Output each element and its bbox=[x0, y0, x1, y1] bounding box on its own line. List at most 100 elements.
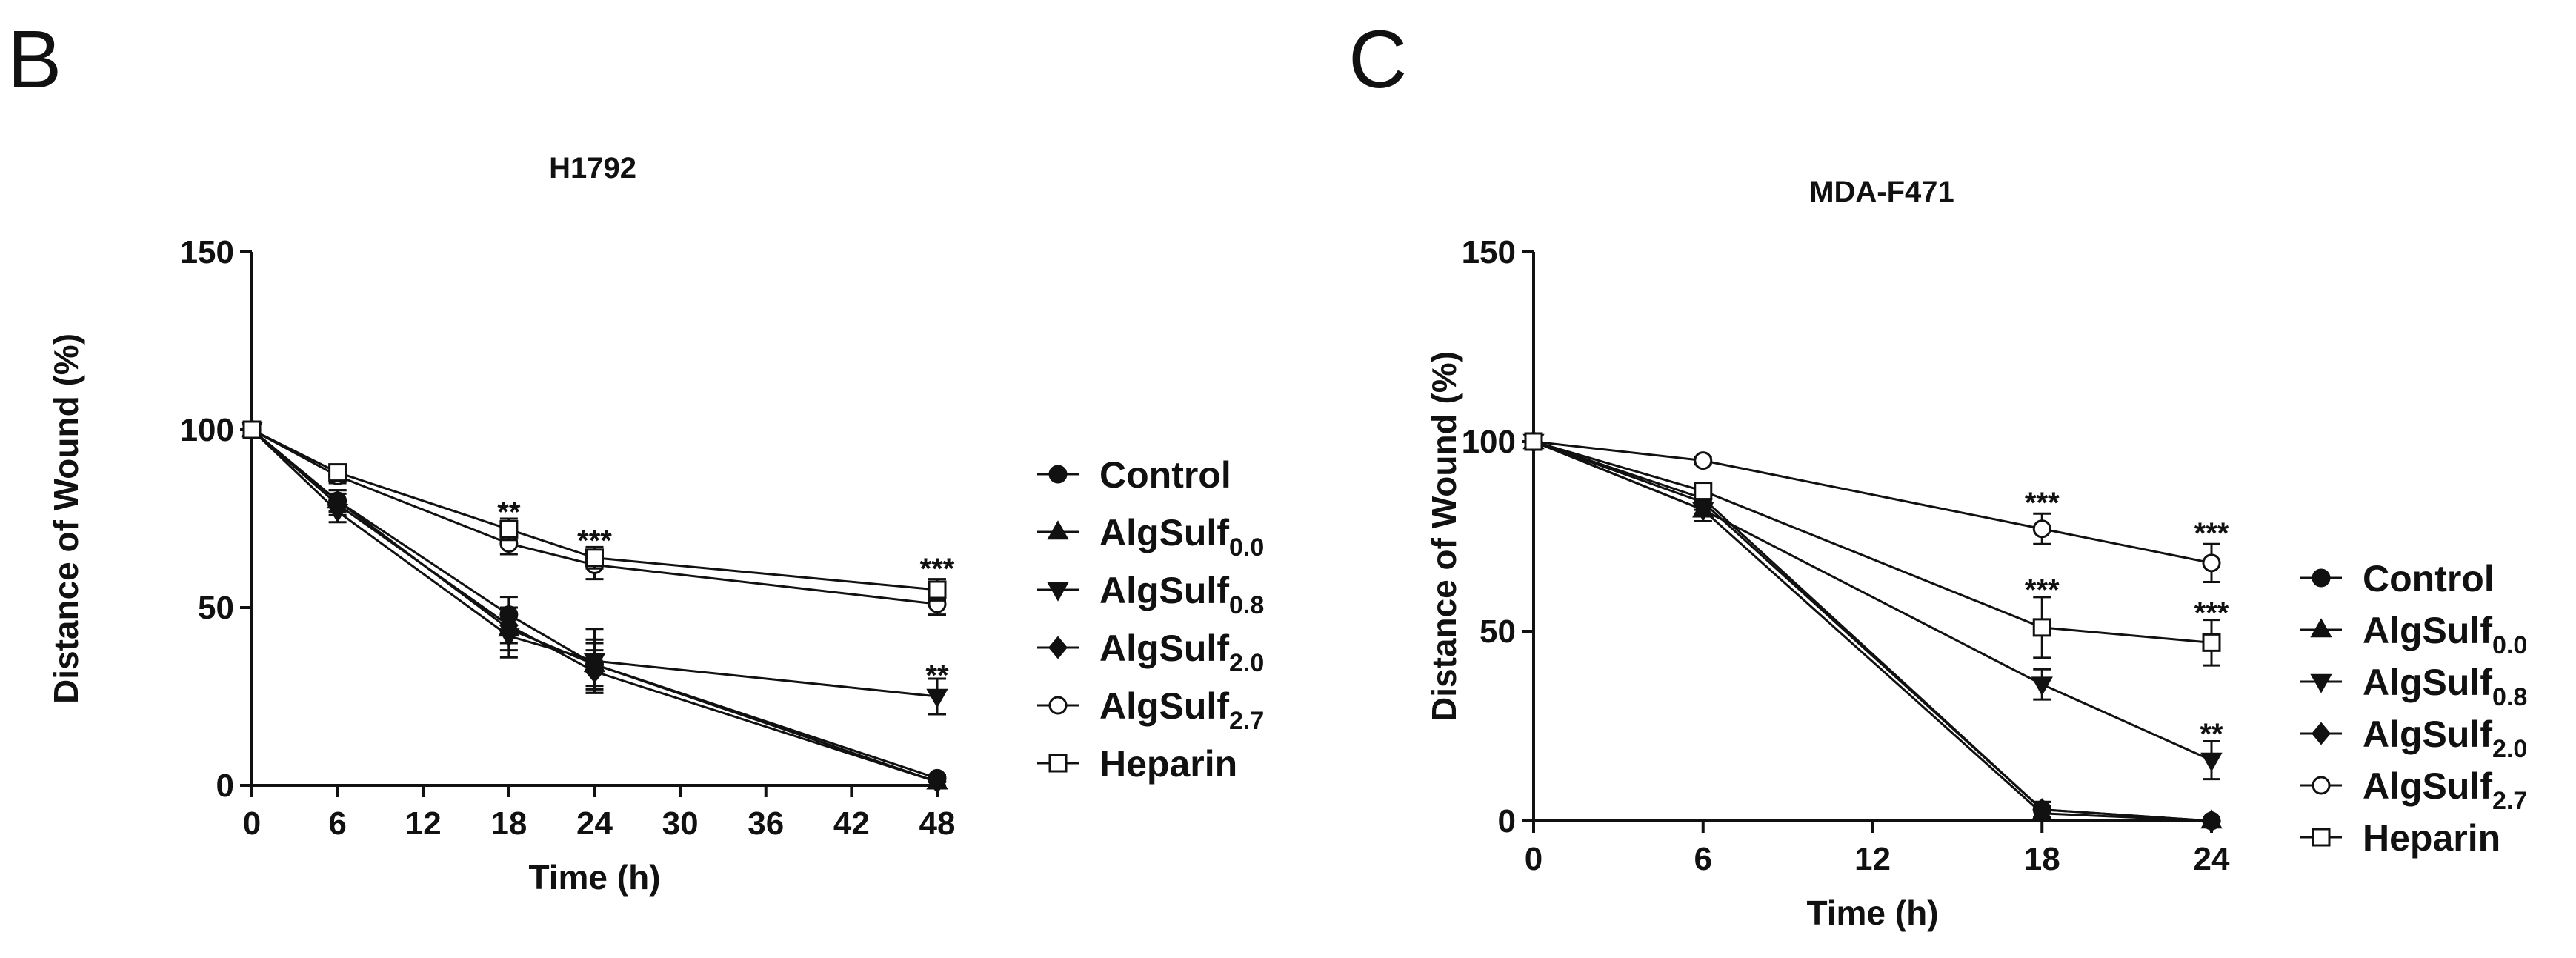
series-line bbox=[1533, 440, 2212, 822]
x-tick-label: 12 bbox=[1854, 841, 1891, 877]
legend-marker bbox=[1047, 520, 1069, 540]
series-line bbox=[1533, 440, 2212, 822]
legend-label-subscript: 2.7 bbox=[1229, 707, 1264, 735]
legend-label: AlgSulf2.7 bbox=[1099, 685, 1264, 735]
y-tick-label: 100 bbox=[180, 412, 234, 448]
legend-label: AlgSulf0.8 bbox=[1099, 570, 1264, 619]
data-point bbox=[2202, 553, 2221, 573]
series-algsulf2-7 bbox=[242, 420, 947, 616]
legend-label-base: AlgSulf bbox=[2363, 713, 2492, 755]
series-line bbox=[1533, 440, 2212, 822]
legend-marker bbox=[1048, 636, 1068, 659]
panel-label-b: B bbox=[7, 14, 61, 105]
series-line bbox=[1533, 440, 2212, 644]
legend-marker bbox=[2312, 568, 2331, 588]
data-point bbox=[2031, 676, 2053, 696]
data-point bbox=[585, 548, 604, 568]
legend-label-base: AlgSulf bbox=[1099, 570, 1229, 611]
legend-marker bbox=[2312, 828, 2331, 847]
legend-label-subscript: 0.8 bbox=[1229, 591, 1264, 619]
legend-label-base: AlgSulf bbox=[2363, 765, 2492, 807]
data-point bbox=[928, 770, 947, 794]
x-tick-label: 12 bbox=[405, 805, 442, 842]
series-control bbox=[1524, 432, 2221, 831]
legend-item-algsulf2-0: AlgSulf2.0 bbox=[1037, 628, 1264, 677]
significance-label: *** bbox=[2025, 574, 2060, 607]
legend-label: AlgSulf0.0 bbox=[2363, 610, 2527, 659]
y-tick-label: 0 bbox=[216, 768, 234, 804]
data-point bbox=[585, 659, 605, 683]
legend-label-base: Heparin bbox=[2363, 817, 2500, 859]
legend-marker bbox=[2310, 618, 2332, 638]
y-tick-label: 50 bbox=[198, 590, 234, 626]
data-point bbox=[2202, 633, 2221, 652]
legend: ControlAlgSulf0.0AlgSulf0.8AlgSulf2.0Alg… bbox=[2300, 558, 2527, 859]
x-tick-label: 18 bbox=[2024, 841, 2060, 877]
legend-label: Heparin bbox=[1099, 743, 1237, 785]
legend-item-control: Control bbox=[1037, 454, 1231, 496]
chart-mda-f471: MDA-F471 0 50 100 150 0 6 12 18 24 Time (h) Distanc… bbox=[1425, 176, 2527, 932]
legend-marker bbox=[2312, 776, 2331, 795]
legend-label: AlgSulf2.7 bbox=[2363, 765, 2527, 815]
significance-label: *** bbox=[2194, 517, 2229, 550]
y-tick-label: 0 bbox=[1498, 803, 1516, 839]
legend-label-base: Control bbox=[1099, 454, 1231, 496]
y-tick-label: 100 bbox=[1462, 424, 1516, 460]
data-point bbox=[928, 580, 947, 599]
legend-label-base: AlgSulf bbox=[2363, 662, 2492, 703]
data-point bbox=[499, 519, 519, 539]
chart-h1792: H1792 0 50 100 150 0 6 12 18 24 30 36 42 48 Time (h) Di… bbox=[47, 152, 1264, 897]
legend-label-base: AlgSulf bbox=[1099, 628, 1229, 669]
legend-label: AlgSulf0.8 bbox=[2363, 662, 2527, 711]
legend-item-algsulf0-0: AlgSulf0.0 bbox=[2300, 610, 2527, 659]
x-tick-label: 42 bbox=[833, 805, 870, 842]
x-tick-label: 0 bbox=[243, 805, 261, 842]
y-tick-label: 150 bbox=[180, 234, 234, 270]
series-heparin bbox=[242, 420, 947, 602]
y-axis-title: Distance of Wound (%) bbox=[1425, 351, 1463, 722]
data-point bbox=[242, 420, 262, 439]
legend-marker bbox=[1047, 582, 1069, 602]
legend-label-subscript: 2.0 bbox=[2492, 735, 2527, 763]
data-point bbox=[2202, 809, 2221, 833]
significance-label: ** bbox=[497, 496, 521, 528]
x-tick-label: 30 bbox=[662, 805, 699, 842]
legend-item-algsulf2-0: AlgSulf2.0 bbox=[2300, 713, 2527, 763]
legend-marker bbox=[1048, 465, 1068, 484]
y-tick-label: 150 bbox=[1462, 234, 1516, 270]
legend-item-algsulf0-8: AlgSulf0.8 bbox=[1037, 570, 1264, 619]
x-tick-label: 0 bbox=[1525, 841, 1542, 877]
legend-item-heparin: Heparin bbox=[1037, 743, 1237, 785]
data-point bbox=[1524, 432, 1543, 451]
panel-label-c: C bbox=[1348, 14, 1407, 105]
data-point bbox=[1694, 451, 1713, 470]
data-point bbox=[2032, 618, 2051, 637]
legend-label-base: AlgSulf bbox=[2363, 610, 2492, 651]
data-point bbox=[1694, 482, 1713, 501]
legend-label-subscript: 0.0 bbox=[1229, 533, 1264, 562]
x-tick-label: 48 bbox=[919, 805, 956, 842]
legend: ControlAlgSulf0.0AlgSulf0.8AlgSulf2.0Alg… bbox=[1037, 454, 1264, 785]
chart-title: H1792 bbox=[549, 152, 636, 184]
legend-label: AlgSulf0.0 bbox=[1099, 512, 1264, 562]
legend-label: Control bbox=[2363, 558, 2495, 599]
y-tick-label: 50 bbox=[1480, 613, 1516, 650]
series-algsulf0-8 bbox=[1522, 433, 2223, 781]
legend-label: AlgSulf2.0 bbox=[1099, 628, 1264, 677]
legend-label-subscript: 2.0 bbox=[1229, 649, 1264, 677]
series-algsulf2-0 bbox=[1524, 430, 2221, 833]
significance-label: *** bbox=[2194, 596, 2229, 629]
legend-label: Heparin bbox=[2363, 817, 2500, 859]
legend-marker bbox=[1048, 696, 1068, 715]
x-tick-label: 24 bbox=[576, 805, 613, 842]
legend-label-subscript: 0.8 bbox=[2492, 683, 2527, 711]
x-axis-title: Time (h) bbox=[1806, 894, 1938, 932]
legend-marker bbox=[2312, 722, 2331, 745]
data-point bbox=[499, 613, 519, 637]
legend-label-base: Control bbox=[2363, 558, 2495, 599]
significance-label: *** bbox=[577, 525, 612, 557]
data-point bbox=[2200, 752, 2223, 772]
legend-marker bbox=[2310, 673, 2332, 693]
x-tick-label: 6 bbox=[1694, 841, 1712, 877]
